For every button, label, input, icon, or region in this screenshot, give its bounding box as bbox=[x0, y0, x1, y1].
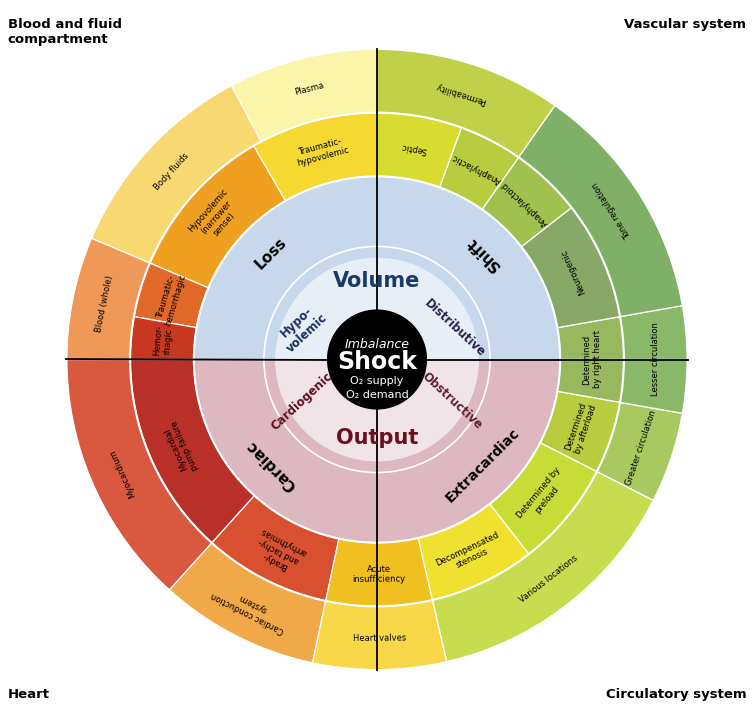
Wedge shape bbox=[169, 543, 326, 663]
Wedge shape bbox=[150, 146, 286, 288]
Wedge shape bbox=[519, 105, 683, 316]
Wedge shape bbox=[326, 538, 433, 606]
Text: Plasma: Plasma bbox=[294, 81, 325, 97]
Text: Shock: Shock bbox=[337, 350, 417, 374]
Wedge shape bbox=[490, 443, 597, 554]
Text: Imbalance: Imbalance bbox=[345, 338, 409, 351]
Text: Greater circulation: Greater circulation bbox=[624, 409, 658, 487]
Text: Distributive: Distributive bbox=[422, 296, 488, 359]
Text: Lesser circulation: Lesser circulation bbox=[651, 323, 661, 396]
Text: Vascular system: Vascular system bbox=[624, 18, 746, 31]
Wedge shape bbox=[521, 208, 620, 328]
Text: Heart: Heart bbox=[8, 688, 50, 701]
Wedge shape bbox=[482, 157, 572, 247]
Text: Brady-
and tachy-
arrhythmias: Brady- and tachy- arrhythmias bbox=[250, 526, 309, 576]
Wedge shape bbox=[194, 176, 560, 360]
Text: O₂ supply: O₂ supply bbox=[351, 376, 403, 386]
Wedge shape bbox=[440, 127, 519, 209]
Wedge shape bbox=[540, 391, 620, 472]
Text: Loss: Loss bbox=[253, 235, 290, 273]
Text: Permeability: Permeability bbox=[434, 81, 487, 106]
Text: Neurogenic: Neurogenic bbox=[559, 248, 587, 296]
Wedge shape bbox=[253, 113, 377, 201]
Text: Septic: Septic bbox=[400, 141, 428, 155]
Text: Obstructive: Obstructive bbox=[419, 370, 485, 432]
Wedge shape bbox=[557, 316, 624, 360]
Wedge shape bbox=[275, 257, 479, 462]
Wedge shape bbox=[377, 113, 461, 188]
Text: Myocardium: Myocardium bbox=[108, 447, 137, 498]
Text: Cardiogenic: Cardiogenic bbox=[269, 370, 336, 433]
Wedge shape bbox=[275, 360, 479, 462]
Wedge shape bbox=[66, 360, 212, 590]
Text: Hemor-
rhagic: Hemor- rhagic bbox=[152, 324, 174, 357]
Wedge shape bbox=[66, 238, 150, 360]
Text: Hypo-
volemic: Hypo- volemic bbox=[274, 300, 330, 355]
Wedge shape bbox=[91, 86, 261, 263]
Text: Heart valves: Heart valves bbox=[353, 633, 406, 643]
Text: Tone regulation: Tone regulation bbox=[591, 180, 633, 239]
Wedge shape bbox=[231, 49, 377, 142]
Wedge shape bbox=[212, 495, 339, 601]
Text: Determined
by right heart: Determined by right heart bbox=[582, 331, 602, 388]
Text: Decompensated
stenosis: Decompensated stenosis bbox=[434, 530, 505, 577]
Text: Acute
insufficiency: Acute insufficiency bbox=[352, 564, 406, 585]
Text: Cardiac: Cardiac bbox=[243, 437, 299, 493]
Wedge shape bbox=[557, 360, 624, 403]
Wedge shape bbox=[312, 600, 447, 670]
Wedge shape bbox=[377, 49, 555, 157]
Text: Blood and fluid
compartment: Blood and fluid compartment bbox=[8, 18, 121, 46]
Text: Traumatic-
hypovolemic: Traumatic- hypovolemic bbox=[293, 135, 350, 168]
Text: Determined by
preload: Determined by preload bbox=[515, 466, 571, 527]
Text: Body fluids: Body fluids bbox=[152, 151, 191, 191]
Text: Volume: Volume bbox=[333, 272, 421, 291]
Text: Output: Output bbox=[336, 428, 418, 447]
Text: Blood (whole): Blood (whole) bbox=[93, 275, 114, 333]
Text: Extracardiac: Extracardiac bbox=[443, 426, 523, 505]
Wedge shape bbox=[134, 263, 208, 328]
Text: Various locations: Various locations bbox=[518, 554, 580, 605]
Text: Anaphylactic: Anaphylactic bbox=[450, 152, 502, 186]
Wedge shape bbox=[130, 360, 254, 543]
Text: Determined
by afterload: Determined by afterload bbox=[563, 400, 598, 455]
Text: O₂ demand: O₂ demand bbox=[345, 390, 409, 400]
Text: Anaphylactoid: Anaphylactoid bbox=[500, 180, 550, 227]
Wedge shape bbox=[130, 316, 197, 360]
Text: Circulatory system: Circulatory system bbox=[605, 688, 746, 701]
Wedge shape bbox=[620, 306, 688, 360]
Circle shape bbox=[328, 310, 426, 409]
Wedge shape bbox=[620, 360, 688, 413]
Wedge shape bbox=[194, 360, 560, 543]
Text: Shift: Shift bbox=[463, 234, 503, 273]
Wedge shape bbox=[418, 504, 529, 600]
Wedge shape bbox=[433, 472, 654, 662]
Text: Hypovolemic
(narrower
sense): Hypovolemic (narrower sense) bbox=[187, 187, 245, 247]
Text: Traumatic-
hemorrhagic: Traumatic- hemorrhagic bbox=[154, 270, 188, 327]
Text: Myocardial
pump failure: Myocardial pump failure bbox=[161, 418, 201, 475]
Text: Cardiac conduction
system: Cardiac conduction system bbox=[210, 581, 291, 635]
Wedge shape bbox=[597, 403, 683, 500]
